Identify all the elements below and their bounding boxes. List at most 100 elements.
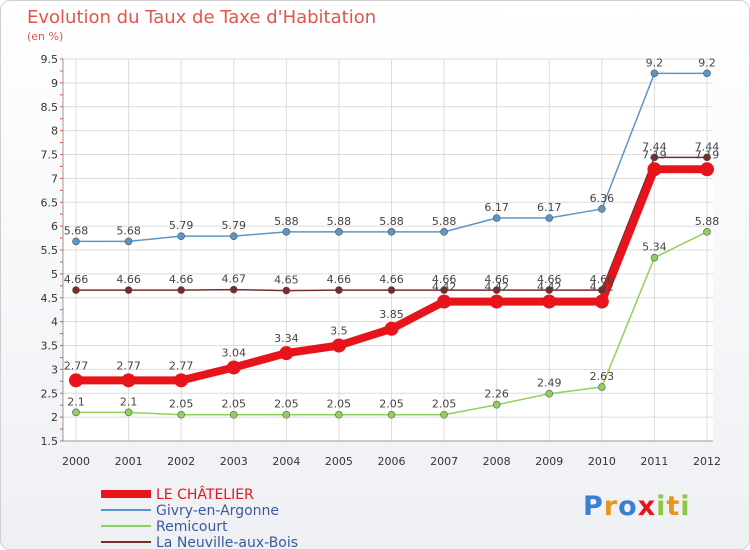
data-label: 4.42 [484,281,509,294]
data-label: 5.79 [222,219,247,232]
data-point [598,383,606,391]
data-point [650,69,659,78]
data-label: 7.44 [695,140,720,153]
data-point [282,228,291,236]
data-label: 5.68 [64,224,89,237]
data-label: 5.88 [379,215,404,228]
data-label: 5.79 [169,219,194,232]
data-label: 4.66 [116,273,141,286]
data-label: 7.19 [695,148,720,161]
logo-letter: x [637,491,657,522]
data-point [387,410,396,419]
data-label: 2.77 [116,359,141,372]
data-label: 4.66 [327,273,352,286]
data-label: 4.66 [537,273,562,286]
data-label: 2.05 [432,398,457,411]
logo-letter: r [603,491,619,522]
data-point [545,286,554,294]
data-label: 2.77 [64,359,89,372]
data-label: 4.66 [484,273,509,286]
data-point [492,214,501,222]
data-label: 6.17 [484,201,509,214]
data-point [598,205,606,213]
data-label: 9.2 [646,56,664,69]
data-point [177,232,185,240]
data-label: 4.42 [432,281,457,294]
data-point [703,69,711,78]
data-label: 4.66 [432,273,457,286]
data-point [440,286,448,294]
data-label: 3.5 [330,325,348,338]
data-label: 4.66 [169,273,194,286]
logo-letter: t [666,491,681,522]
data-point [229,232,238,240]
data-label: 7.44 [642,140,667,153]
data-point [703,228,711,236]
y-tick-label: 4.5 [41,292,59,305]
data-label: 2.63 [590,370,615,383]
proxiti-logo: Proxiti [583,491,691,522]
data-label: 6.17 [537,201,562,214]
data-point [282,286,291,295]
data-point [124,237,133,246]
data-label: 2.77 [169,359,194,372]
y-tick-label: 8 [51,125,58,138]
data-point [703,153,711,162]
x-tick-label: 2002 [167,455,195,468]
data-point [647,162,662,177]
x-tick-label: 2008 [483,455,511,468]
y-tick-label: 9.5 [41,53,59,66]
data-label: 2.49 [537,377,562,390]
data-label: 2.26 [484,388,509,401]
legend-label: La Neuville-aux-Bois [156,535,298,549]
data-label: 2.05 [379,398,404,411]
data-point [331,338,346,353]
data-point [542,294,557,309]
y-tick-label: 4 [51,316,58,329]
data-point [226,360,241,375]
data-label: 2.1 [120,395,138,408]
y-tick-label: 5 [51,268,58,281]
data-point [598,286,606,294]
data-point [69,373,83,388]
data-label: 3.34 [274,332,299,345]
data-label: 5.88 [274,215,299,228]
data-point [384,321,399,336]
legend-label: Remicourt [156,519,228,535]
y-tick-label: 9 [51,77,58,90]
x-tick-label: 2001 [115,455,143,468]
data-point [72,237,80,246]
x-tick-label: 2012 [693,455,721,468]
data-label: 5.68 [116,224,141,237]
data-point [124,408,133,417]
x-tick-label: 2004 [272,455,300,468]
data-label: 9.2 [698,56,716,69]
data-label: 5.88 [327,215,352,228]
data-point [650,153,659,162]
logo-letter: o [618,491,638,522]
data-point [387,286,396,294]
data-point [229,410,238,419]
data-point [545,389,554,398]
data-point [387,228,396,236]
data-point [594,294,609,309]
data-label: 4.42 [537,281,562,294]
data-label: 2.1 [67,395,85,408]
data-point [282,410,291,419]
legend-label: Givry-en-Argonne [156,503,279,519]
data-point [437,294,452,309]
data-label: 5.88 [695,215,720,228]
data-point [440,228,448,236]
data-label: 5.88 [432,215,457,228]
x-tick-label: 2010 [588,455,616,468]
chart-subtitle: (en %) [27,30,64,43]
legend-label: LE CHÂTELIER [156,485,254,503]
logo-letter: i [656,491,667,522]
data-point [492,400,501,409]
data-label: 4.66 [590,273,615,286]
x-tick-label: 2006 [378,455,406,468]
data-point [489,294,504,309]
data-point [440,410,448,419]
data-label: 4.66 [64,273,89,286]
